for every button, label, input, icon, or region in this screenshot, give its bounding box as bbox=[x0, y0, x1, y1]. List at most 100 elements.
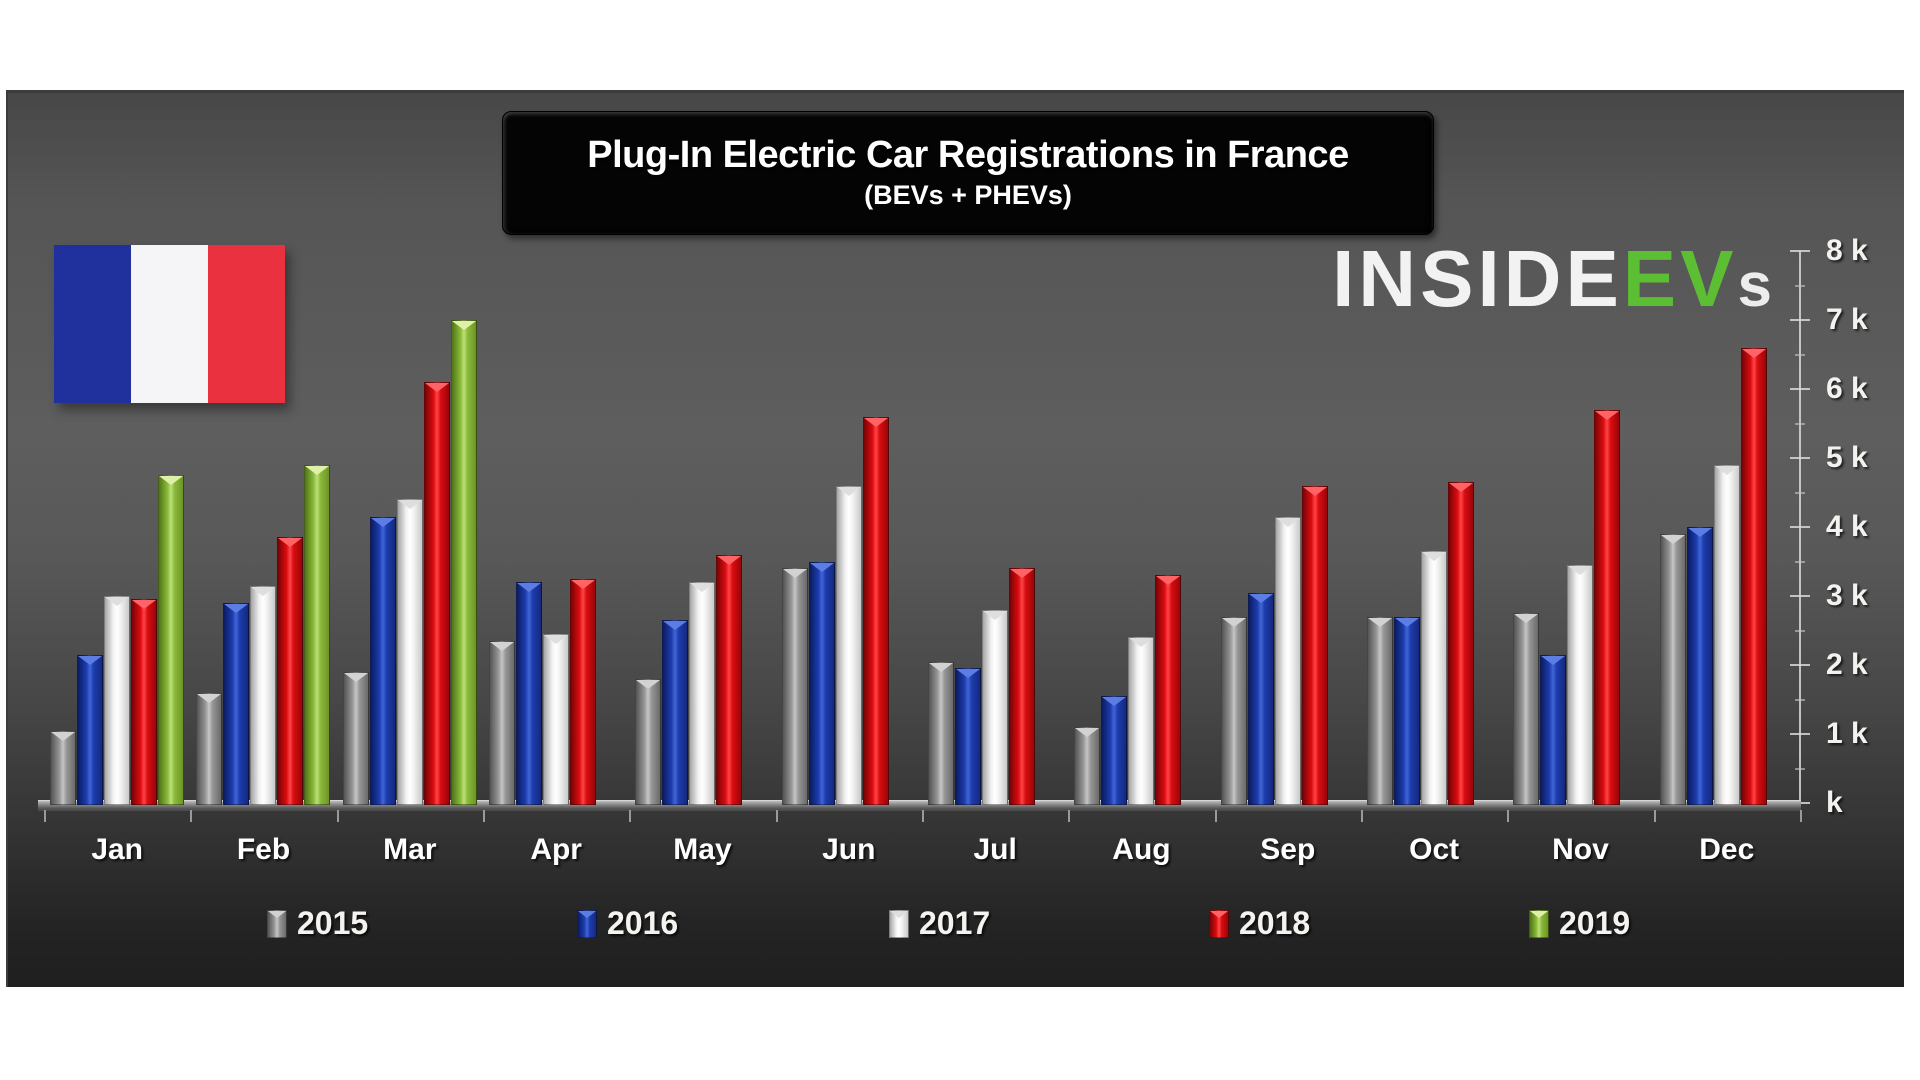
month-label: Aug bbox=[1112, 833, 1171, 866]
y-axis-minor-tick bbox=[1795, 353, 1805, 356]
y-axis-minor-tick bbox=[1795, 767, 1805, 770]
bar-top-notch bbox=[1156, 576, 1181, 586]
y-axis-tick bbox=[1790, 595, 1810, 597]
legend-swatch-notch bbox=[890, 910, 908, 918]
bar-2017-Jun bbox=[835, 485, 862, 805]
bar-2016-Sep bbox=[1247, 592, 1274, 805]
legend-swatch-notch bbox=[1210, 910, 1228, 918]
bar-top-notch bbox=[1275, 517, 1300, 527]
bar-2016-Aug bbox=[1101, 696, 1128, 805]
bar-top-notch bbox=[543, 634, 568, 644]
legend-item-2018: 2018 bbox=[1209, 905, 1310, 942]
y-axis-tick bbox=[1790, 388, 1810, 390]
month-label: Jul bbox=[973, 833, 1017, 866]
bar-top-notch bbox=[132, 600, 156, 610]
month-label: Dec bbox=[1699, 833, 1755, 866]
flag-stripe-blue bbox=[54, 245, 131, 403]
bar-2016-Jul bbox=[954, 668, 981, 805]
flag-stripe-red bbox=[208, 245, 285, 403]
month-label: Nov bbox=[1552, 833, 1609, 866]
bar-top-notch bbox=[278, 538, 303, 548]
bar-2018-Apr bbox=[569, 578, 596, 805]
x-axis-tick bbox=[336, 810, 339, 822]
title-box: Plug-In Electric Car Registrations in Fr… bbox=[502, 111, 1434, 235]
bar-top-notch bbox=[663, 621, 688, 631]
x-axis-tick bbox=[1360, 810, 1363, 822]
x-axis-tick bbox=[1214, 810, 1217, 822]
legend-item-2016: 2016 bbox=[577, 905, 678, 942]
chart-title: Plug-In Electric Car Registrations in Fr… bbox=[587, 134, 1349, 177]
x-axis-tick bbox=[629, 810, 632, 822]
bar-top-notch bbox=[1394, 617, 1419, 627]
legend-swatch-notch bbox=[1530, 910, 1548, 918]
month-label: Apr bbox=[530, 833, 582, 866]
bar-2015-Jul bbox=[927, 661, 954, 805]
logo-part-s: s bbox=[1737, 251, 1776, 320]
bar-top-notch bbox=[717, 555, 742, 565]
y-axis-tick bbox=[1790, 526, 1810, 528]
x-axis-tick bbox=[482, 810, 485, 822]
flag-stripe-white bbox=[131, 245, 208, 403]
bar-top-notch bbox=[78, 655, 102, 665]
x-axis-tick bbox=[44, 810, 46, 822]
bar-2019-Mar bbox=[450, 320, 477, 805]
y-axis-tick bbox=[1790, 457, 1810, 459]
insideevs-logo: INSIDEEVs bbox=[1332, 239, 1776, 319]
legend-swatch-notch bbox=[578, 910, 596, 918]
y-axis-label: k bbox=[1826, 786, 1843, 819]
bar-2017-Aug bbox=[1128, 637, 1155, 805]
month-label: Oct bbox=[1409, 833, 1460, 866]
bar-2018-Jan bbox=[131, 599, 157, 805]
y-axis-minor-tick bbox=[1795, 560, 1805, 563]
bar-top-notch bbox=[1302, 486, 1327, 496]
bar-top-notch bbox=[51, 731, 75, 741]
bar-2015-Oct bbox=[1366, 616, 1393, 805]
bar-top-notch bbox=[636, 679, 661, 689]
x-axis-tick bbox=[1799, 810, 1802, 822]
bar-2015-Mar bbox=[342, 671, 369, 805]
bar-2017-Nov bbox=[1567, 564, 1594, 805]
y-axis-minor-tick bbox=[1795, 422, 1805, 425]
bar-top-notch bbox=[343, 672, 368, 682]
y-axis-label: 3 k bbox=[1826, 579, 1868, 612]
bar-top-notch bbox=[955, 669, 980, 679]
france-flag bbox=[54, 245, 285, 403]
bar-top-notch bbox=[451, 321, 476, 330]
y-axis-minor-tick bbox=[1795, 629, 1805, 632]
bar-top-notch bbox=[570, 579, 595, 589]
bar-2016-Mar bbox=[369, 516, 396, 805]
bar-top-notch bbox=[928, 662, 953, 672]
bar-top-notch bbox=[370, 517, 395, 527]
bar-top-notch bbox=[1221, 617, 1246, 627]
y-axis-line bbox=[1799, 251, 1801, 806]
y-axis-label: 7 k bbox=[1826, 303, 1868, 336]
bar-top-notch bbox=[516, 583, 541, 593]
bar-2015-Dec bbox=[1659, 533, 1686, 805]
bar-2017-Apr bbox=[542, 633, 569, 805]
bar-2015-Aug bbox=[1074, 727, 1101, 805]
bar-top-notch bbox=[1129, 638, 1154, 648]
bar-top-notch bbox=[1741, 348, 1766, 358]
month-label: Jan bbox=[91, 833, 144, 866]
y-axis-tick bbox=[1790, 250, 1810, 252]
x-axis-tick bbox=[921, 810, 924, 822]
month-label: Mar bbox=[383, 833, 437, 866]
y-axis-tick bbox=[1790, 319, 1810, 321]
bar-top-notch bbox=[397, 500, 422, 510]
bar-2018-Jun bbox=[862, 416, 889, 805]
legend-label: 2015 bbox=[297, 905, 369, 941]
chart-panel: Plug-In Electric Car Registrations in Fr… bbox=[6, 90, 1904, 987]
bar-2018-May bbox=[716, 554, 743, 805]
bar-2017-Feb bbox=[250, 585, 277, 805]
bar-2017-Jan bbox=[104, 596, 130, 805]
bar-top-notch bbox=[197, 693, 222, 703]
plot-area: 8 k 7 k 6 k 5 k 4 k 3 k 2 k 1 k k Jan Feb Mar Apr May… bbox=[8, 93, 1904, 987]
bar-top-notch bbox=[1687, 528, 1712, 537]
bar-2017-May bbox=[689, 582, 716, 805]
bar-2017-Dec bbox=[1713, 464, 1740, 805]
bar-top-notch bbox=[1009, 569, 1034, 579]
y-axis-label: 1 k bbox=[1826, 717, 1868, 750]
bar-top-notch bbox=[1075, 728, 1100, 738]
bar-top-notch bbox=[105, 597, 129, 606]
bar-2016-Apr bbox=[515, 582, 542, 805]
